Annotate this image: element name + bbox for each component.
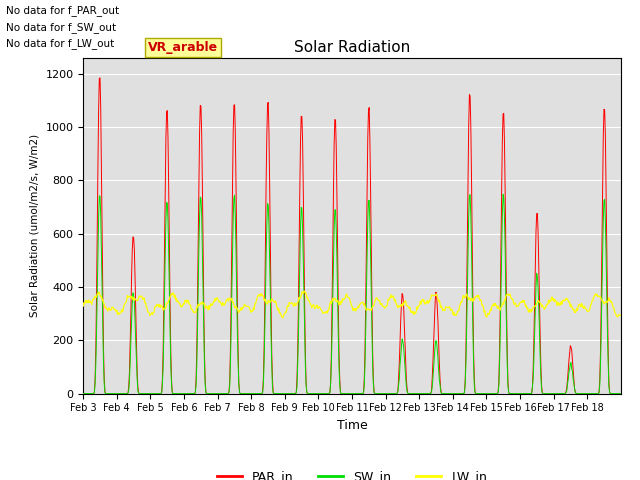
X-axis label: Time: Time [337,419,367,432]
Text: VR_arable: VR_arable [148,41,218,54]
Text: No data for f_SW_out: No data for f_SW_out [6,22,116,33]
Title: Solar Radiation: Solar Radiation [294,40,410,55]
Y-axis label: Solar Radiation (umol/m2/s, W/m2): Solar Radiation (umol/m2/s, W/m2) [30,134,40,317]
Text: No data for f_PAR_out: No data for f_PAR_out [6,5,120,16]
Text: No data for f_LW_out: No data for f_LW_out [6,38,115,49]
Legend: PAR_in, SW_in, LW_in: PAR_in, SW_in, LW_in [212,465,492,480]
